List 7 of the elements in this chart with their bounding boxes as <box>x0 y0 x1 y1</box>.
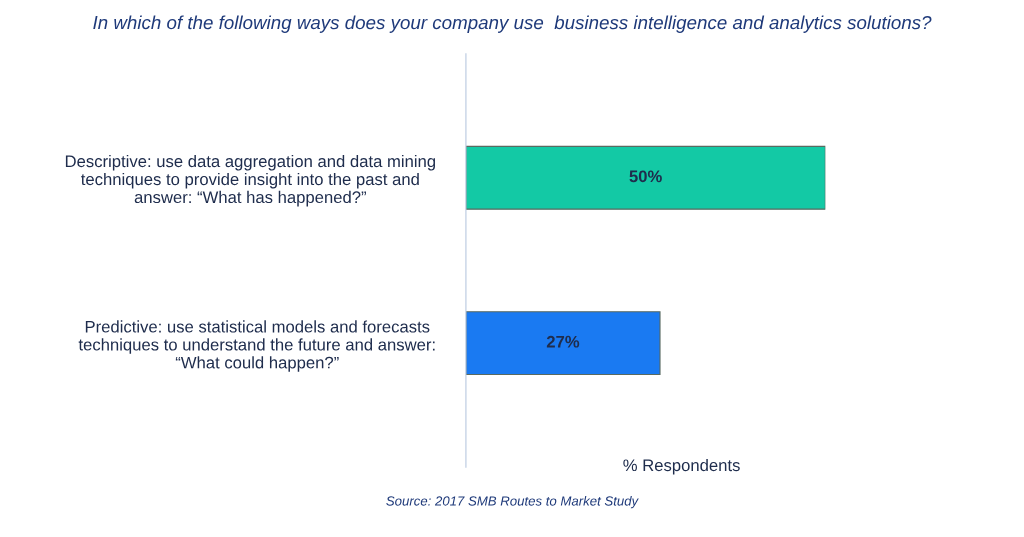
y-tick-label: Predictive: use statistical models and forecasts techniques to understand the future and answer: “What could happen?” <box>78 320 435 372</box>
y-tick-label: Descriptive: use data aggregation and data mining techniques to provide insight into the past and answer: “What has happened?” <box>65 154 436 207</box>
x-axis-title: % Respondents <box>623 458 740 475</box>
data-label: 50% <box>629 170 662 183</box>
chart-title: In which of the following ways does your company use business intelligence and analytics solutions? <box>93 15 932 33</box>
data-label: 27% <box>546 335 580 348</box>
source-note: Source: 2017 SMB Routes to Market Study <box>386 495 639 509</box>
